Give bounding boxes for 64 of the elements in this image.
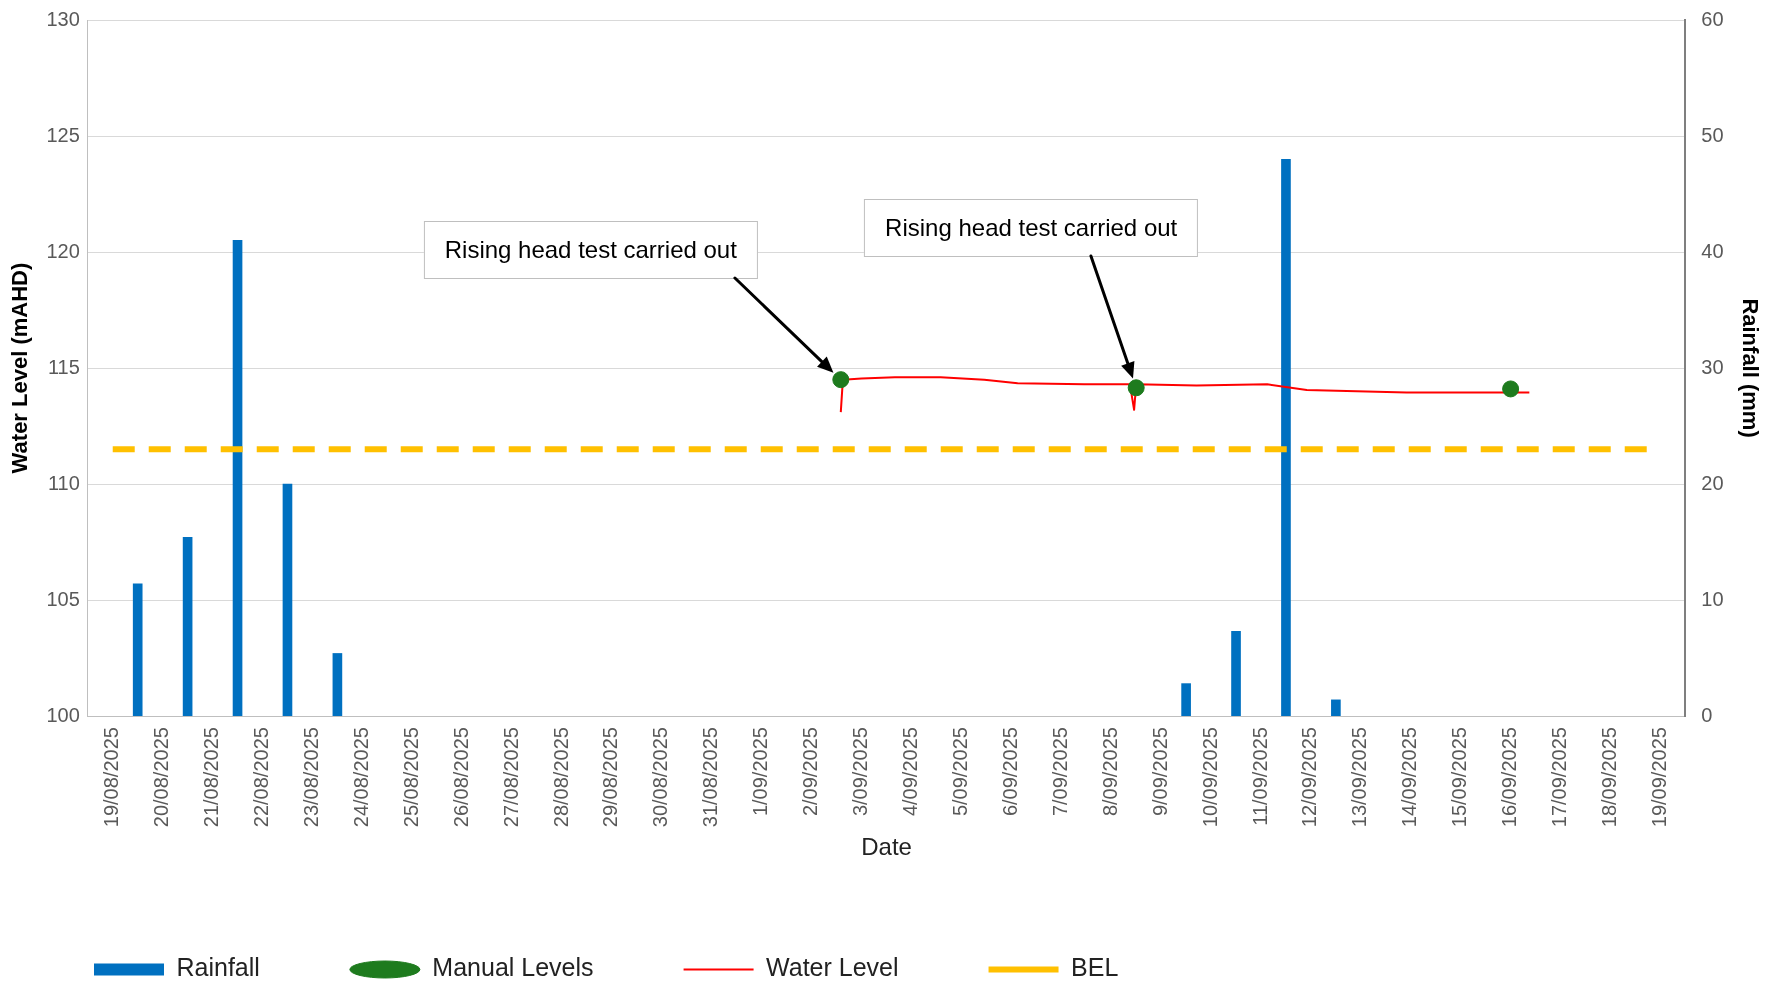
x-tick-label: 7/09/2025 [1048,727,1071,817]
x-axis-title: Date [861,833,912,861]
y2-tick-label: 30 [1701,355,1724,378]
annotation: Rising head test carried out [864,198,1199,257]
y-tick-label: 115 [47,355,80,378]
bar [1231,631,1241,717]
bar [232,240,243,717]
x-tick-label: 22/08/2025 [250,727,273,828]
x-tick-label: 3/09/2025 [849,727,872,817]
x-tick-label: 23/08/2025 [299,727,322,828]
x-tick-label: 16/09/2025 [1498,727,1521,828]
y2-tick-label: 0 [1701,703,1713,726]
x-tick-label: 15/09/2025 [1448,727,1471,828]
bar [332,653,343,717]
y-tick-label: 100 [46,703,80,726]
y-tick-label: 105 [46,587,80,610]
x-tick-label: 30/08/2025 [649,727,672,828]
legend-label: Water Level [766,953,899,982]
bar [1181,683,1191,717]
x-tick-label: 12/09/2025 [1298,727,1321,828]
bar [282,483,293,717]
y2-tick-label: 20 [1701,471,1724,494]
y2-axis-title: Rainfall (mm) [1737,298,1763,438]
x-tick-label: 8/09/2025 [1098,727,1121,817]
x-tick-label: 21/08/2025 [200,727,223,828]
y-axis-title: Water Level (mAHD) [7,262,33,474]
x-tick-label: 20/08/2025 [150,727,173,828]
x-tick-label: 11/09/2025 [1248,727,1271,826]
annotation: Rising head test carried out [423,220,758,279]
bar [182,537,193,717]
x-tick-label: 19/09/2025 [1647,727,1670,828]
x-tick-label: 27/08/2025 [499,727,522,828]
y2-tick-label: 40 [1701,239,1724,262]
x-tick-label: 31/08/2025 [699,727,722,828]
x-tick-label: 10/09/2025 [1198,727,1221,828]
y2-tick-label: 10 [1701,587,1724,610]
y-tick-label: 120 [46,239,80,262]
x-tick-label: 14/09/2025 [1398,727,1421,828]
y2-tick-label: 60 [1701,7,1724,30]
legend-label: BEL [1071,953,1119,982]
x-tick-label: 18/09/2025 [1597,727,1620,828]
y-tick-label: 110 [47,471,80,494]
y-tick-label: 130 [46,7,80,30]
legend-label: Rainfall [176,953,260,982]
legend-label: Manual Levels [432,953,594,982]
x-tick-label: 9/09/2025 [1148,727,1171,817]
x-tick-label: 26/08/2025 [449,727,472,828]
x-tick-label: 28/08/2025 [549,727,572,828]
x-tick-label: 5/09/2025 [948,727,971,817]
x-tick-label: 2/09/2025 [799,727,822,817]
x-tick-label: 19/08/2025 [100,727,123,828]
x-tick-label: 17/09/2025 [1548,727,1571,828]
x-tick-label: 25/08/2025 [399,727,422,828]
x-tick-label: 29/08/2025 [599,727,622,828]
x-tick-label: 1/09/2025 [749,727,772,817]
bar [1331,699,1341,717]
y2-tick-label: 50 [1701,123,1724,146]
x-tick-label: 24/08/2025 [349,727,372,828]
bar [1281,158,1291,717]
y-tick-label: 125 [46,123,80,146]
bar [132,583,143,717]
x-tick-label: 13/09/2025 [1348,727,1371,828]
x-tick-label: 6/09/2025 [998,727,1021,817]
x-tick-label: 4/09/2025 [899,727,922,817]
